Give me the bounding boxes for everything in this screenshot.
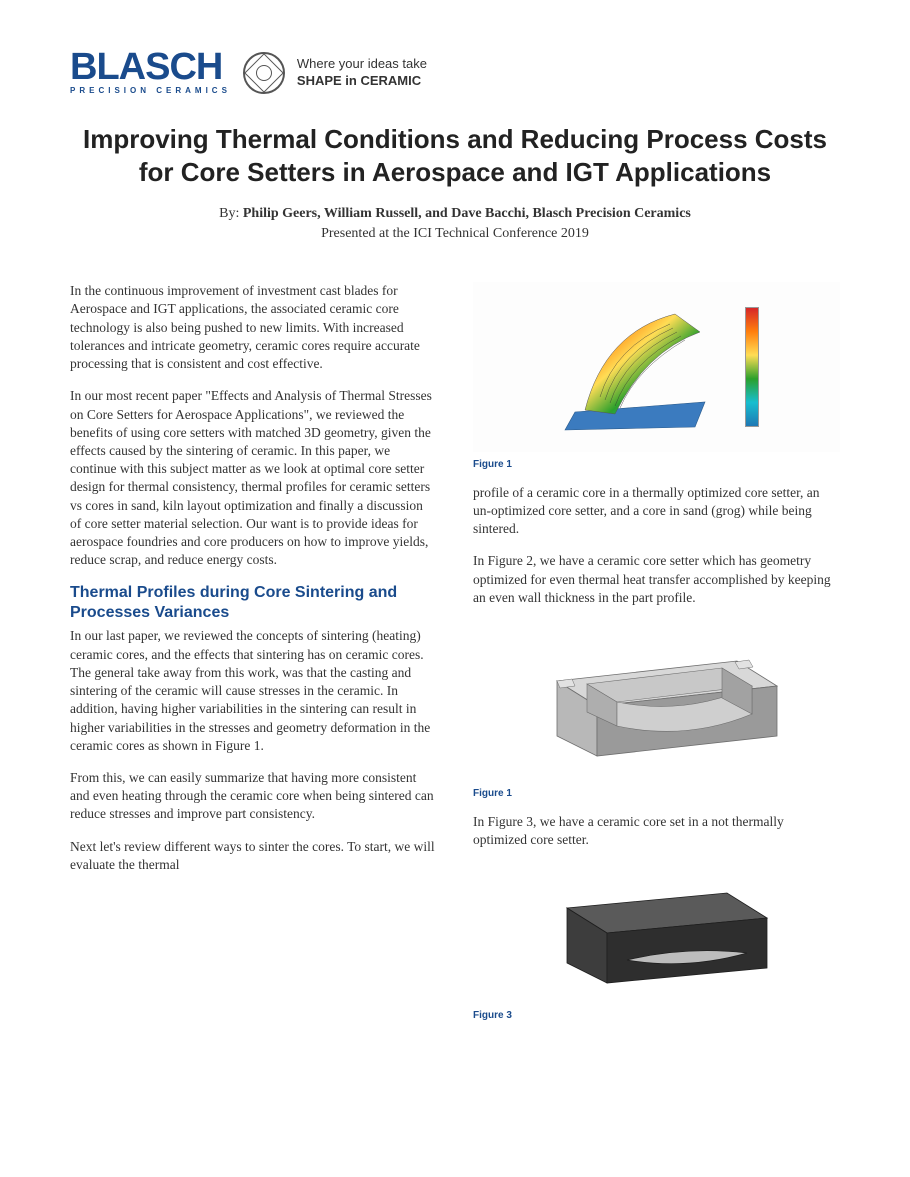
figure-2-image — [473, 621, 840, 781]
header-logo-bar: BLASCH PRECISION CERAMICS Where your ide… — [70, 50, 840, 95]
figure-2 — [473, 621, 840, 781]
right-column: Figure 1 profile of a ceramic core in a … — [473, 282, 840, 1034]
figure-1-image — [473, 282, 840, 452]
byline-authors: Philip Geers, William Russell, and Dave … — [243, 206, 691, 221]
figure-1-color-legend — [745, 307, 759, 427]
body-paragraph-3: In our last paper, we reviewed the conce… — [70, 627, 437, 755]
logo-tagline: Where your ideas take SHAPE in CERAMIC — [297, 56, 427, 90]
intro-paragraph-2: In our most recent paper "Effects and An… — [70, 387, 437, 569]
figure-1 — [473, 282, 840, 452]
right-paragraph-3: In Figure 3, we have a ceramic core set … — [473, 813, 840, 849]
tagline-line2: SHAPE in CERAMIC — [297, 73, 421, 88]
byline: By: Philip Geers, William Russell, and D… — [70, 206, 840, 222]
intro-paragraph-1: In the continuous improvement of investm… — [70, 282, 437, 373]
figure-3 — [473, 863, 840, 1003]
right-paragraph-2: In Figure 2, we have a ceramic core sett… — [473, 552, 840, 607]
right-paragraph-1: profile of a ceramic core in a thermally… — [473, 484, 840, 539]
figure-2-caption: Figure 1 — [473, 787, 840, 801]
tagline-line1: Where your ideas take — [297, 56, 427, 71]
logo-wordmark: BLASCH — [70, 50, 231, 84]
paper-title: Improving Thermal Conditions and Reducin… — [70, 123, 840, 188]
presented-at: Presented at the ICI Technical Conferenc… — [70, 226, 840, 242]
company-logo: BLASCH PRECISION CERAMICS — [70, 50, 231, 95]
body-paragraph-4: From this, we can easily summarize that … — [70, 769, 437, 824]
section-heading-thermal-profiles: Thermal Profiles during Core Sintering a… — [70, 583, 437, 623]
logo-emblem-icon — [243, 52, 285, 94]
logo-subtext: PRECISION CERAMICS — [70, 86, 231, 95]
byline-prefix: By: — [219, 206, 243, 221]
figure-1-fin-render — [555, 302, 725, 432]
left-column: In the continuous improvement of investm… — [70, 282, 437, 1034]
body-columns: In the continuous improvement of investm… — [70, 282, 840, 1034]
figure-3-caption: Figure 3 — [473, 1009, 840, 1023]
body-paragraph-5: Next let's review different ways to sint… — [70, 838, 437, 874]
figure-1-caption: Figure 1 — [473, 458, 840, 472]
figure-3-image — [473, 863, 840, 1003]
